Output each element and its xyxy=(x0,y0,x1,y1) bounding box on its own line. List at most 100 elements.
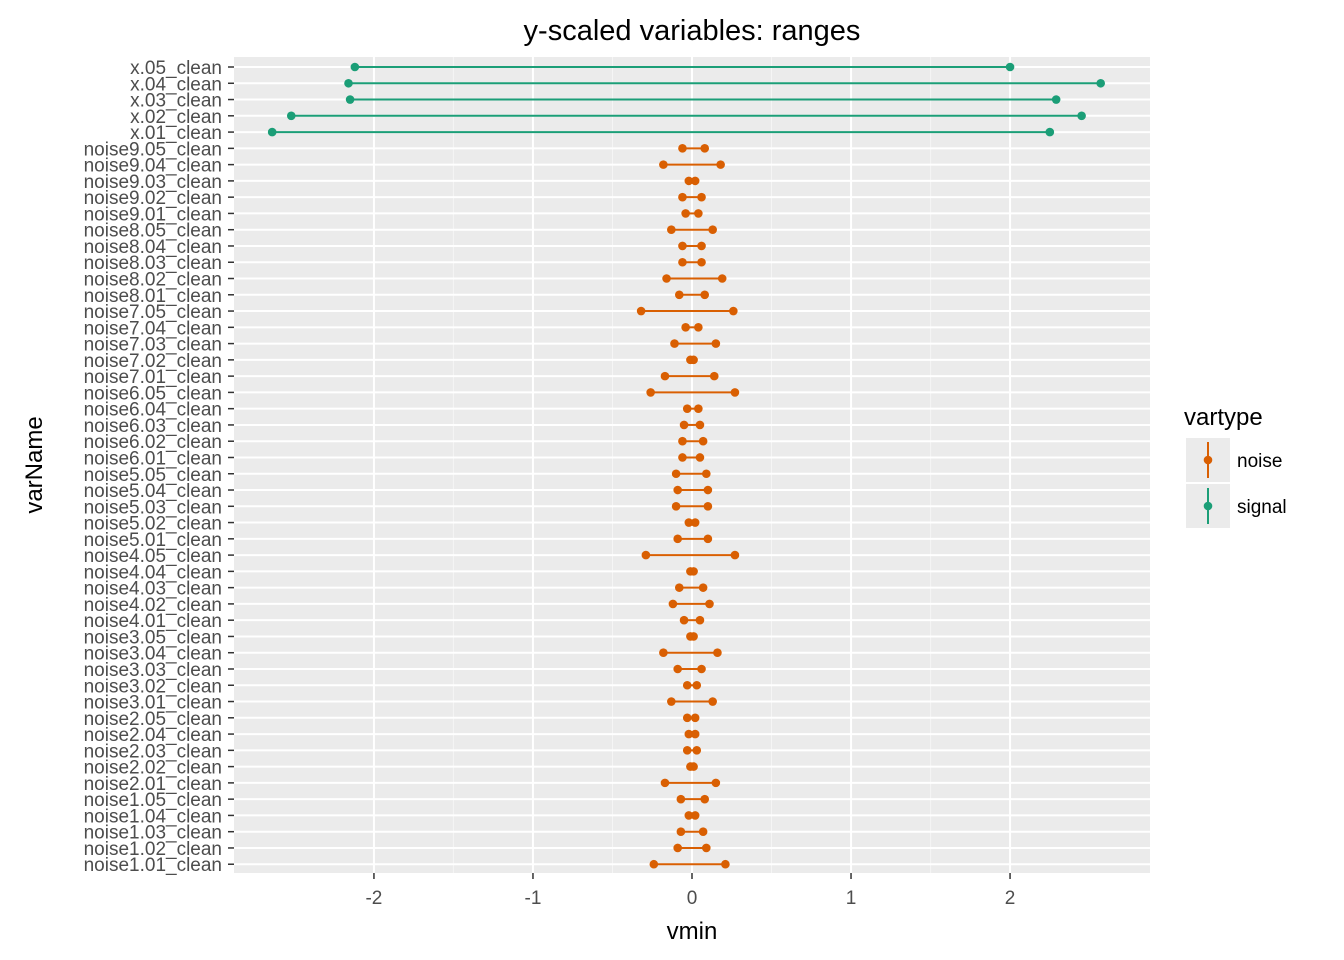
point-vmax xyxy=(702,843,711,853)
point-vmax xyxy=(695,453,705,462)
y-tick-label: noise6.05_clean xyxy=(84,383,222,404)
point-vmax xyxy=(697,664,706,674)
grid-minor xyxy=(452,57,932,873)
y-tick-label: noise7.05_clean xyxy=(84,302,222,323)
point-vmin xyxy=(649,859,659,869)
point-vmin xyxy=(679,420,689,430)
point-vmin xyxy=(682,746,692,755)
point-vmax xyxy=(695,615,705,625)
point-vmin xyxy=(684,176,694,186)
point-vmin xyxy=(674,583,684,592)
point-vmax xyxy=(697,257,706,267)
point-vmax xyxy=(730,550,740,560)
point-vmax xyxy=(697,192,706,202)
point-vmin xyxy=(678,257,687,267)
point-vmax xyxy=(700,144,710,153)
y-tick-label: noise5.05_clean xyxy=(84,465,222,486)
y-tick-label: noise3.03_clean xyxy=(84,660,222,681)
point-vmin xyxy=(674,290,684,300)
point-vmin xyxy=(673,843,682,853)
y-tick-label: noise5.02_clean xyxy=(84,514,222,535)
point-vmin xyxy=(681,209,690,218)
x-tick-label: 0 xyxy=(687,888,698,909)
point-vmin xyxy=(671,469,681,479)
point-vmin xyxy=(345,95,355,104)
x-tick-label: -1 xyxy=(525,888,542,909)
x-tick-label: 1 xyxy=(846,888,857,909)
y-tick-label: x.04_clean xyxy=(130,74,222,95)
y-tick-label: noise5.04_clean xyxy=(84,481,222,502)
point-vmax xyxy=(698,436,708,446)
point-vmax xyxy=(698,583,708,592)
point-vmax xyxy=(708,697,717,706)
point-vmax xyxy=(689,762,698,771)
point-vmax xyxy=(702,469,711,479)
y-axis-title: varName xyxy=(21,416,48,513)
point-vmax xyxy=(689,355,698,365)
y-tick-label: noise9.05_clean xyxy=(84,139,222,160)
point-vmin xyxy=(684,729,694,739)
point-vmin xyxy=(678,241,687,251)
point-vmax xyxy=(709,371,719,381)
point-vmax xyxy=(711,778,721,788)
point-vmin xyxy=(678,453,687,462)
y-tick-label: noise9.02_clean xyxy=(84,188,222,209)
point-vmax xyxy=(1045,127,1055,137)
y-tick-label: noise6.03_clean xyxy=(84,416,222,437)
point-vmin xyxy=(676,794,686,804)
y-tick-label: noise6.01_clean xyxy=(84,448,222,469)
point-vmin xyxy=(636,306,646,316)
x-tick-label: -2 xyxy=(365,888,382,909)
y-tick-label: noise9.01_clean xyxy=(84,204,222,225)
point-vmax xyxy=(1096,78,1106,88)
y-tick-label: noise3.05_clean xyxy=(84,627,222,648)
y-tick-label: noise7.01_clean xyxy=(84,367,222,388)
y-tick-label: noise1.04_clean xyxy=(84,806,222,827)
y-tick-label: noise7.02_clean xyxy=(84,351,222,372)
point-vmin xyxy=(673,664,682,674)
point-vmin xyxy=(678,144,687,153)
point-vmin xyxy=(684,518,694,527)
legend-key-point xyxy=(1203,455,1213,465)
point-vmax xyxy=(695,420,705,430)
y-tick-label: noise9.03_clean xyxy=(84,172,222,193)
point-vmin xyxy=(673,534,682,544)
point-vmax xyxy=(713,648,722,658)
point-vmin xyxy=(673,485,682,495)
x-axis-ticks: -2 -1 0 1 2 xyxy=(365,873,1015,909)
legend-title: vartype xyxy=(1184,404,1263,431)
point-vmax xyxy=(700,290,710,300)
y-tick-label: noise4.02_clean xyxy=(84,595,222,616)
point-vmax xyxy=(694,323,703,332)
y-tick-label: noise7.04_clean xyxy=(84,318,222,339)
y-tick-label: noise2.05_clean xyxy=(84,709,222,730)
point-vmin xyxy=(286,111,296,121)
point-vmin xyxy=(678,436,687,446)
legend-label: noise xyxy=(1237,451,1282,472)
y-tick-label: noise8.05_clean xyxy=(84,221,222,242)
y-tick-label: noise2.01_clean xyxy=(84,774,222,795)
y-tick-label: noise8.03_clean xyxy=(84,253,222,274)
y-tick-label: noise4.05_clean xyxy=(84,546,222,567)
y-tick-label: noise6.04_clean xyxy=(84,400,222,421)
legend-entries: noise signal xyxy=(1186,438,1287,528)
y-tick-label: noise7.03_clean xyxy=(84,335,222,356)
point-vmin xyxy=(667,697,676,706)
point-vmax xyxy=(698,827,708,836)
point-vmax xyxy=(690,713,700,723)
y-tick-label: noise8.04_clean xyxy=(84,237,222,258)
point-vmin xyxy=(684,811,694,820)
point-vmax xyxy=(700,794,710,804)
point-vmax xyxy=(729,306,738,316)
y-tick-label: noise3.01_clean xyxy=(84,693,222,714)
y-tick-label: noise2.03_clean xyxy=(84,741,222,762)
y-tick-label: noise1.01_clean xyxy=(84,855,222,876)
point-vmin xyxy=(659,160,668,169)
y-tick-label: x.01_clean xyxy=(130,123,222,144)
point-vmax xyxy=(1051,95,1061,104)
point-vmax xyxy=(689,567,698,576)
y-tick-label: noise3.02_clean xyxy=(84,676,222,697)
point-vmin xyxy=(662,274,671,283)
point-vmin xyxy=(660,778,670,788)
